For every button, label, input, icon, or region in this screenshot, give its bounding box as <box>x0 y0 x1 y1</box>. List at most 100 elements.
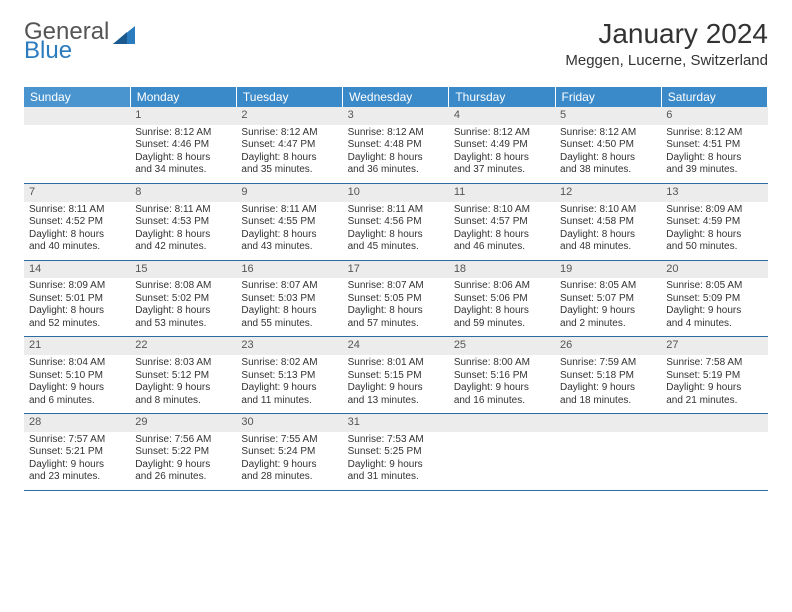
day-number: 28 <box>24 414 130 432</box>
day-header: Wednesday <box>343 87 449 107</box>
day-number: 7 <box>24 184 130 202</box>
calendar-cell: 27Sunrise: 7:58 AMSunset: 5:19 PMDayligh… <box>661 337 767 414</box>
daylight-text-2: and 40 minutes. <box>29 241 125 254</box>
day-header: Saturday <box>661 87 767 107</box>
calendar-cell: 8Sunrise: 8:11 AMSunset: 4:53 PMDaylight… <box>130 183 236 260</box>
day-details: Sunrise: 8:12 AMSunset: 4:50 PMDaylight:… <box>555 125 661 183</box>
day-details: Sunrise: 7:59 AMSunset: 5:18 PMDaylight:… <box>555 355 661 413</box>
sunrise-text: Sunrise: 8:02 AM <box>241 357 337 370</box>
day-header: Sunday <box>24 87 130 107</box>
sunrise-text: Sunrise: 8:11 AM <box>348 204 444 217</box>
daylight-text: Daylight: 9 hours <box>29 382 125 395</box>
sunset-text: Sunset: 4:55 PM <box>241 216 337 229</box>
calendar-cell: 18Sunrise: 8:06 AMSunset: 5:06 PMDayligh… <box>449 260 555 337</box>
daylight-text: Daylight: 8 hours <box>241 152 337 165</box>
day-details: Sunrise: 7:55 AMSunset: 5:24 PMDaylight:… <box>236 432 342 490</box>
sunrise-text: Sunrise: 8:05 AM <box>666 280 762 293</box>
daylight-text-2: and 2 minutes. <box>560 318 656 331</box>
day-number: 24 <box>343 337 449 355</box>
calendar-cell: 6Sunrise: 8:12 AMSunset: 4:51 PMDaylight… <box>661 107 767 183</box>
day-number-empty <box>661 414 767 432</box>
day-details: Sunrise: 7:58 AMSunset: 5:19 PMDaylight:… <box>661 355 767 413</box>
calendar-cell <box>24 107 130 183</box>
sunrise-text: Sunrise: 7:57 AM <box>29 434 125 447</box>
day-details: Sunrise: 7:53 AMSunset: 5:25 PMDaylight:… <box>343 432 449 490</box>
daylight-text-2: and 46 minutes. <box>454 241 550 254</box>
calendar-head: SundayMondayTuesdayWednesdayThursdayFrid… <box>24 87 768 107</box>
daylight-text: Daylight: 8 hours <box>135 305 231 318</box>
daylight-text-2: and 55 minutes. <box>241 318 337 331</box>
sunset-text: Sunset: 5:22 PM <box>135 446 231 459</box>
day-number: 30 <box>236 414 342 432</box>
sunrise-text: Sunrise: 8:12 AM <box>666 127 762 140</box>
daylight-text: Daylight: 8 hours <box>454 152 550 165</box>
day-number: 13 <box>661 184 767 202</box>
daylight-text-2: and 39 minutes. <box>666 164 762 177</box>
sunrise-text: Sunrise: 7:53 AM <box>348 434 444 447</box>
day-header: Tuesday <box>236 87 342 107</box>
daylight-text-2: and 59 minutes. <box>454 318 550 331</box>
calendar-cell: 20Sunrise: 8:05 AMSunset: 5:09 PMDayligh… <box>661 260 767 337</box>
sunset-text: Sunset: 5:15 PM <box>348 370 444 383</box>
day-number: 2 <box>236 107 342 125</box>
day-number: 6 <box>661 107 767 125</box>
sunset-text: Sunset: 5:01 PM <box>29 293 125 306</box>
calendar-cell: 26Sunrise: 7:59 AMSunset: 5:18 PMDayligh… <box>555 337 661 414</box>
calendar-cell: 7Sunrise: 8:11 AMSunset: 4:52 PMDaylight… <box>24 183 130 260</box>
sunrise-text: Sunrise: 8:10 AM <box>560 204 656 217</box>
day-number: 4 <box>449 107 555 125</box>
calendar-week-row: 21Sunrise: 8:04 AMSunset: 5:10 PMDayligh… <box>24 337 768 414</box>
calendar-cell: 14Sunrise: 8:09 AMSunset: 5:01 PMDayligh… <box>24 260 130 337</box>
daylight-text-2: and 31 minutes. <box>348 471 444 484</box>
sunrise-text: Sunrise: 8:11 AM <box>241 204 337 217</box>
daylight-text-2: and 38 minutes. <box>560 164 656 177</box>
calendar-cell: 30Sunrise: 7:55 AMSunset: 5:24 PMDayligh… <box>236 414 342 491</box>
sunrise-text: Sunrise: 8:12 AM <box>241 127 337 140</box>
sunrise-text: Sunrise: 8:07 AM <box>241 280 337 293</box>
day-number: 29 <box>130 414 236 432</box>
sunset-text: Sunset: 5:18 PM <box>560 370 656 383</box>
sunset-text: Sunset: 4:58 PM <box>560 216 656 229</box>
day-details: Sunrise: 8:10 AMSunset: 4:57 PMDaylight:… <box>449 202 555 260</box>
sunset-text: Sunset: 5:09 PM <box>666 293 762 306</box>
sunset-text: Sunset: 5:24 PM <box>241 446 337 459</box>
sunset-text: Sunset: 5:12 PM <box>135 370 231 383</box>
sunrise-text: Sunrise: 8:12 AM <box>560 127 656 140</box>
daylight-text: Daylight: 8 hours <box>241 305 337 318</box>
sunset-text: Sunset: 5:02 PM <box>135 293 231 306</box>
day-number: 5 <box>555 107 661 125</box>
daylight-text: Daylight: 8 hours <box>560 229 656 242</box>
daylight-text-2: and 34 minutes. <box>135 164 231 177</box>
daylight-text: Daylight: 9 hours <box>241 459 337 472</box>
day-details: Sunrise: 8:12 AMSunset: 4:47 PMDaylight:… <box>236 125 342 183</box>
day-number: 18 <box>449 261 555 279</box>
calendar-week-row: 28Sunrise: 7:57 AMSunset: 5:21 PMDayligh… <box>24 414 768 491</box>
sunset-text: Sunset: 5:19 PM <box>666 370 762 383</box>
calendar-cell: 23Sunrise: 8:02 AMSunset: 5:13 PMDayligh… <box>236 337 342 414</box>
sunset-text: Sunset: 5:16 PM <box>454 370 550 383</box>
calendar-cell: 22Sunrise: 8:03 AMSunset: 5:12 PMDayligh… <box>130 337 236 414</box>
day-number: 12 <box>555 184 661 202</box>
daylight-text-2: and 37 minutes. <box>454 164 550 177</box>
daylight-text: Daylight: 8 hours <box>135 229 231 242</box>
day-details: Sunrise: 8:06 AMSunset: 5:06 PMDaylight:… <box>449 278 555 336</box>
calendar-cell <box>661 414 767 491</box>
daylight-text: Daylight: 8 hours <box>29 229 125 242</box>
daylight-text: Daylight: 8 hours <box>348 305 444 318</box>
calendar-cell: 13Sunrise: 8:09 AMSunset: 4:59 PMDayligh… <box>661 183 767 260</box>
calendar-body: 1Sunrise: 8:12 AMSunset: 4:46 PMDaylight… <box>24 107 768 490</box>
sunset-text: Sunset: 4:57 PM <box>454 216 550 229</box>
day-number: 9 <box>236 184 342 202</box>
day-number: 8 <box>130 184 236 202</box>
daylight-text-2: and 52 minutes. <box>29 318 125 331</box>
day-number: 25 <box>449 337 555 355</box>
sunset-text: Sunset: 4:49 PM <box>454 139 550 152</box>
daylight-text: Daylight: 9 hours <box>29 459 125 472</box>
calendar-cell: 4Sunrise: 8:12 AMSunset: 4:49 PMDaylight… <box>449 107 555 183</box>
calendar-week-row: 1Sunrise: 8:12 AMSunset: 4:46 PMDaylight… <box>24 107 768 183</box>
day-details: Sunrise: 8:12 AMSunset: 4:49 PMDaylight:… <box>449 125 555 183</box>
calendar-cell: 16Sunrise: 8:07 AMSunset: 5:03 PMDayligh… <box>236 260 342 337</box>
day-header: Monday <box>130 87 236 107</box>
daylight-text: Daylight: 8 hours <box>454 305 550 318</box>
sunrise-text: Sunrise: 8:09 AM <box>29 280 125 293</box>
